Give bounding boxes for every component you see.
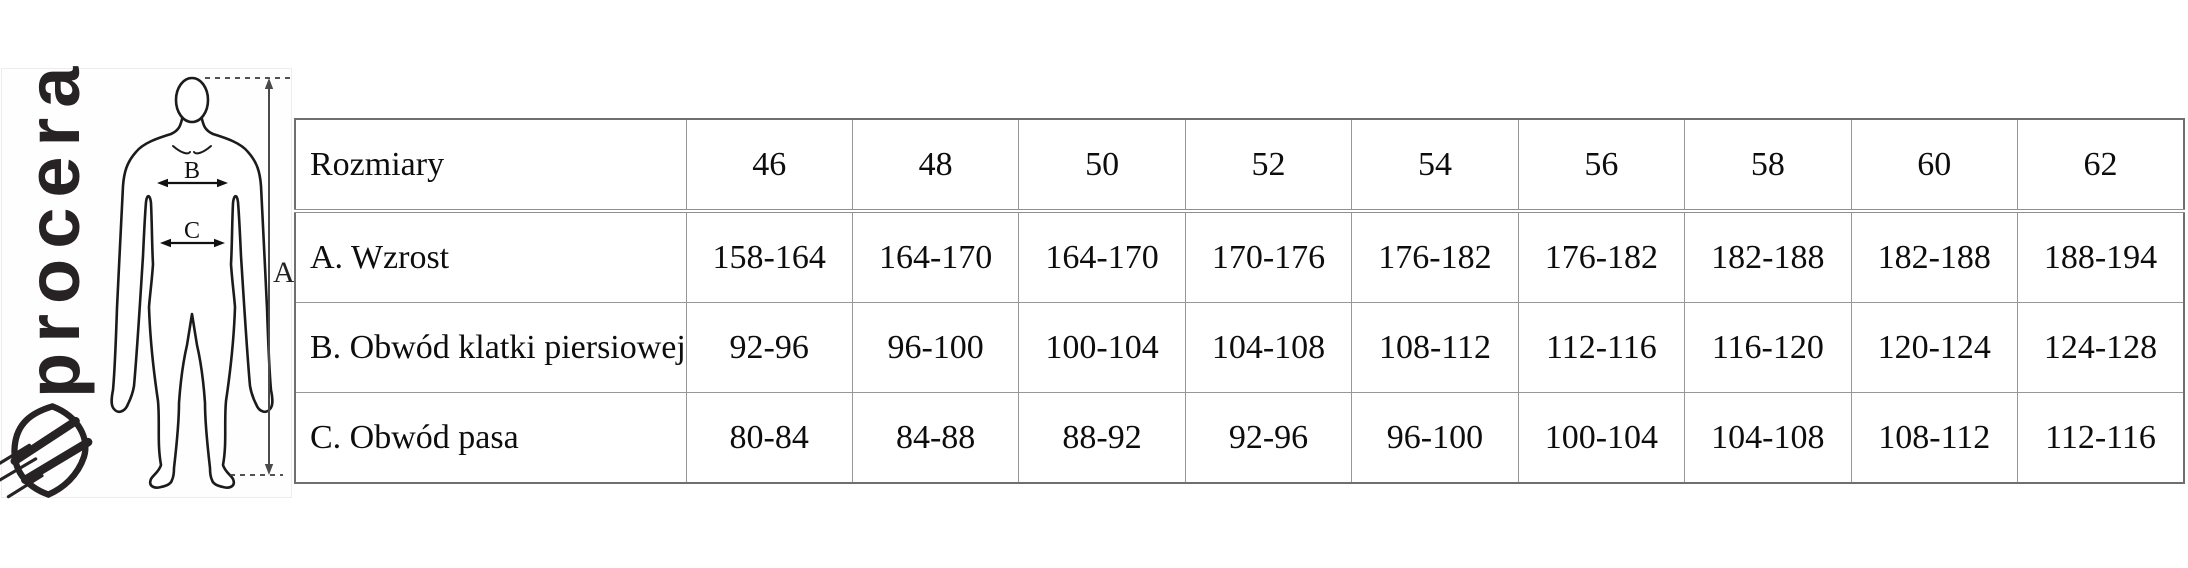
measurement-value: 88-92 xyxy=(1018,392,1186,484)
measurement-value: 188-194 xyxy=(2017,210,2185,303)
measurement-value: 176-182 xyxy=(1517,210,1686,303)
size-column-header: 46 xyxy=(685,118,853,213)
collar-lines xyxy=(172,145,212,155)
measurement-label: C. Obwód pasa xyxy=(294,392,687,484)
measurement-value: 164-170 xyxy=(851,210,1020,303)
size-column-header: 54 xyxy=(1351,118,1519,213)
measurement-row: C. Obwód pasa 80-84 84-88 88-92 92-96 96-100 1… xyxy=(294,392,2185,484)
body-outline xyxy=(110,113,274,489)
measurement-value: 116-120 xyxy=(1684,302,1852,393)
measurement-value: 108-112 xyxy=(1850,392,2019,484)
measurement-value: 182-188 xyxy=(1850,210,2019,303)
body-measurement-diagram: A B C xyxy=(110,76,295,489)
measurement-row: B. Obwód klatki piersiowej 92-96 96-100 100… xyxy=(294,302,2185,393)
sizes-header-label: Rozmiary xyxy=(294,118,687,213)
size-column-header: 52 xyxy=(1184,118,1353,213)
size-column-header: 62 xyxy=(2017,118,2185,213)
size-column-header: 50 xyxy=(1018,118,1186,213)
size-column-header: 60 xyxy=(1850,118,2019,213)
measurement-value: 176-182 xyxy=(1351,210,1519,303)
measurement-value: 80-84 xyxy=(685,392,853,484)
measurement-value: 100-104 xyxy=(1517,392,1686,484)
chest-dimension-arrow xyxy=(157,178,228,188)
measurement-value: 100-104 xyxy=(1018,302,1186,393)
measurement-label: A. Wzrost xyxy=(294,210,687,303)
measurement-value: 170-176 xyxy=(1184,210,1353,303)
measurement-value: 112-116 xyxy=(2017,392,2185,484)
measurement-value: 112-116 xyxy=(1517,302,1686,393)
size-table: Rozmiary 46 48 50 52 54 56 58 60 62 A. Wzrost 158-1… xyxy=(294,118,2185,484)
measurement-value: 120-124 xyxy=(1850,302,2019,393)
measurement-label: B. Obwód klatki piersiowej xyxy=(294,302,687,393)
height-dimension-arrow xyxy=(264,78,274,475)
waist-dimension-label: C xyxy=(184,218,200,244)
measurement-value: 158-164 xyxy=(685,210,853,303)
height-dimension-label: A xyxy=(273,256,295,289)
measurement-value: 96-100 xyxy=(1351,392,1519,484)
waist-dimension-arrow xyxy=(160,238,225,248)
measurement-value: 104-108 xyxy=(1684,392,1852,484)
measurement-value: 164-170 xyxy=(1018,210,1186,303)
head-outline xyxy=(174,76,210,124)
size-column-header: 48 xyxy=(851,118,1020,213)
chest-dimension-label: B xyxy=(184,158,200,184)
measurement-value: 104-108 xyxy=(1184,302,1353,393)
size-table-header-row: Rozmiary 46 48 50 52 54 56 58 60 62 xyxy=(294,118,2185,213)
measurement-value: 84-88 xyxy=(851,392,1020,484)
measurement-value: 124-128 xyxy=(2017,302,2185,393)
measurement-value: 92-96 xyxy=(685,302,853,393)
measurement-value: 108-112 xyxy=(1351,302,1519,393)
measurement-value: 182-188 xyxy=(1684,210,1852,303)
measurement-row: A. Wzrost 158-164 164-170 164-170 170-176 176… xyxy=(294,210,2185,303)
size-column-header: 58 xyxy=(1684,118,1852,213)
measurement-value: 92-96 xyxy=(1184,392,1353,484)
brand-shield-icon xyxy=(0,403,93,499)
size-column-header: 56 xyxy=(1517,118,1686,213)
measurement-value: 96-100 xyxy=(851,302,1020,393)
